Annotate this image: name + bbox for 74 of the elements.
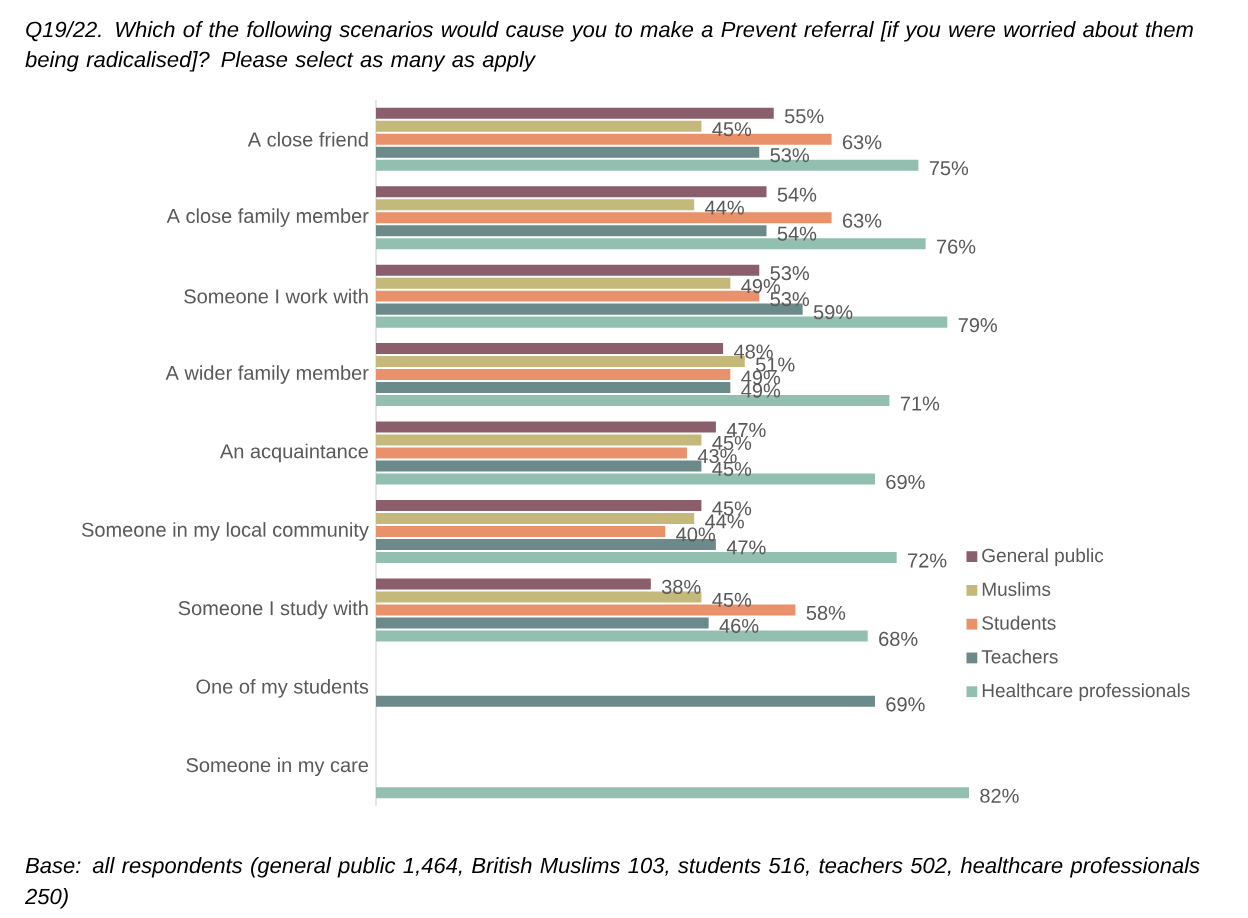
bar [376, 146, 760, 158]
chart-title: Q19/22. Which of the following scenarios would cause you to make a Prevent referral [if you were worried about them being radicalised]? Please select as many as apply [25, 21, 1193, 72]
bar [376, 525, 666, 537]
data-label: 40% [676, 527, 715, 542]
data-label: 51% [756, 357, 795, 372]
y-tick-label: Someone I study with [178, 600, 368, 620]
y-tick-label: A close family member [166, 208, 369, 227]
data-label: 53% [770, 266, 809, 281]
legend-label: Healthcare professionals [982, 683, 1190, 702]
data-label: 47% [726, 423, 766, 438]
bar [376, 120, 702, 132]
data-label: 47% [726, 540, 766, 555]
bar [376, 186, 767, 198]
bar [376, 369, 731, 381]
bar [376, 343, 724, 355]
y-tick-label: An acquaintance [219, 443, 368, 463]
data-label: 68% [879, 631, 918, 646]
data-label: 79% [958, 318, 998, 333]
y-tick-label: A wider family member [165, 365, 369, 384]
data-label: 38% [661, 579, 701, 594]
bar [376, 225, 767, 237]
bar [376, 382, 731, 394]
bar [376, 695, 875, 707]
text: Base: all respondents (general public 1,464, British Muslims 103, students 516, teachers 502, healthcare professionals 250) [24, 857, 1200, 909]
bar [376, 617, 709, 629]
bar [376, 512, 695, 524]
data-label: 49% [741, 383, 781, 398]
data-label: 54% [777, 226, 817, 241]
data-label: 45% [712, 592, 752, 607]
legend-label: General public [982, 548, 1104, 566]
data-label: 59% [813, 305, 853, 320]
data-label: 44% [705, 200, 744, 215]
bar [376, 264, 760, 276]
y-tick-label: Someone in my care [186, 757, 368, 777]
data-label: 82% [980, 788, 1019, 803]
data-label: 43% [697, 448, 737, 464]
data-label: 76% [937, 239, 976, 254]
data-label: 49% [741, 279, 781, 294]
legend-label: Students [982, 615, 1056, 630]
bar [376, 107, 774, 119]
data-label: 53% [770, 148, 809, 163]
data-label: 54% [777, 187, 817, 202]
data-label: 46% [719, 618, 759, 633]
data-label: 69% [886, 697, 925, 712]
data-label: 63% [842, 213, 882, 228]
data-label: 45% [712, 501, 752, 516]
data-label: 71% [900, 396, 940, 411]
legend-label: Muslims [982, 582, 1051, 596]
data-label: 69% [886, 474, 925, 490]
bar [376, 787, 969, 799]
legend-label: Teachers [981, 649, 1058, 664]
y-tick-label: Someone in my local community [81, 522, 369, 541]
bar [376, 499, 702, 511]
data-label: 48% [733, 344, 773, 359]
data-label: 45% [712, 122, 752, 137]
data-label: 63% [842, 135, 882, 150]
y-tick-label: Someone I work with [184, 288, 368, 304]
y-tick-label: One of my students [196, 679, 369, 698]
data-label: 72% [908, 553, 947, 568]
data-label: 45% [712, 435, 752, 451]
y-tick-label: A close friend [247, 131, 368, 147]
data-label: 49% [741, 370, 781, 385]
bar [376, 434, 702, 446]
bar [376, 199, 695, 211]
data-label: 55% [784, 109, 824, 124]
data-label: 75% [929, 161, 969, 176]
data-label: 53% [770, 292, 809, 307]
bar [376, 447, 687, 459]
bar [376, 578, 651, 590]
bar [376, 421, 716, 433]
data-label: 45% [712, 461, 752, 477]
bar [376, 277, 731, 289]
data-label: 44% [705, 514, 744, 529]
data-label: 58% [806, 605, 846, 620]
